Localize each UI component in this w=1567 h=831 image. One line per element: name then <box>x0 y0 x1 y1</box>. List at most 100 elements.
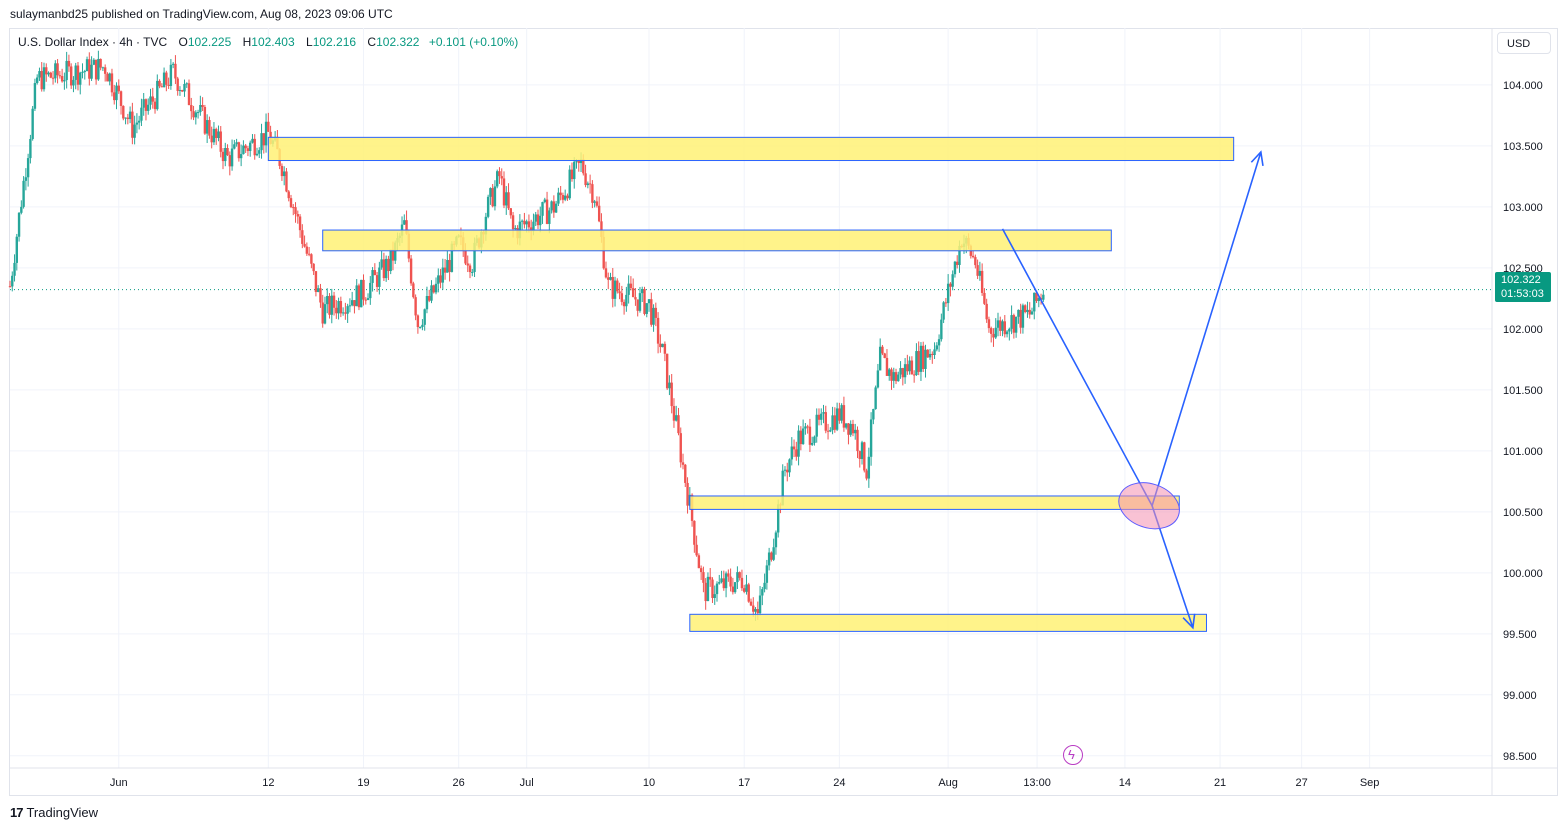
candle-body <box>903 364 907 378</box>
price-axis: 104.000 103.500 103.000 102.500 102.000 101.5… <box>1491 28 1543 796</box>
candle-body <box>865 470 868 479</box>
candle-body <box>883 353 886 358</box>
candle-body <box>242 145 245 155</box>
candle-body <box>142 99 145 108</box>
candle-body <box>568 169 571 199</box>
candle-body <box>124 117 127 119</box>
candle-body <box>792 446 796 450</box>
currency-button[interactable]: USD <box>1497 32 1551 54</box>
candle-body <box>362 279 365 300</box>
candle-body <box>647 299 651 304</box>
candle-body <box>493 186 497 207</box>
candle-body <box>56 63 59 76</box>
candle-body <box>126 117 130 120</box>
candle-body <box>844 423 848 428</box>
candle-body <box>224 147 227 162</box>
y-tick-label: 102.000 <box>1503 324 1543 336</box>
candle-body <box>117 85 120 92</box>
candle-body <box>69 66 73 86</box>
candle-body <box>416 315 420 328</box>
candle-body <box>738 572 741 578</box>
candle-body <box>711 579 714 598</box>
candle-body <box>586 183 590 186</box>
x-tick-label: Aug <box>938 777 958 789</box>
candle-body <box>42 67 46 90</box>
candle-body <box>425 296 429 310</box>
candle-body <box>767 552 771 566</box>
arrow-head-down <box>1182 613 1196 630</box>
candle-body <box>863 442 866 471</box>
candle-body <box>199 105 202 113</box>
candle-body <box>937 339 941 346</box>
x-tick-label: 21 <box>1214 777 1226 789</box>
candle-body <box>1019 309 1022 328</box>
candle-body <box>486 196 490 217</box>
candle-body <box>264 121 268 146</box>
candle-body <box>776 504 780 533</box>
legend-symbol[interactable]: U.S. Dollar Index · 4h · TVC <box>18 35 168 49</box>
candle-body <box>940 319 943 340</box>
candle-body <box>922 345 925 369</box>
candle-body <box>11 275 14 287</box>
candle-body <box>101 67 105 69</box>
candle-body <box>899 368 902 375</box>
candle-body <box>176 78 179 91</box>
candle-body <box>135 122 139 125</box>
candle-body <box>765 565 769 583</box>
candle-body <box>260 133 263 151</box>
candle-body <box>133 124 136 138</box>
candle-body <box>509 208 512 216</box>
candle-body <box>838 408 841 421</box>
bar-countdown: 01:53:03 <box>1501 288 1544 300</box>
candle-body <box>88 59 91 79</box>
candle-body <box>418 327 422 329</box>
candle-body <box>511 215 515 230</box>
candle-body <box>471 271 474 273</box>
candle-body <box>67 60 71 67</box>
arrow-head-up <box>1250 150 1264 166</box>
candle-body <box>570 169 574 180</box>
candle-body <box>314 271 318 292</box>
candle-body <box>128 111 132 120</box>
x-tick-label: Jul <box>520 777 534 789</box>
candle-body <box>659 343 662 348</box>
flash-icon[interactable]: ϟ <box>1063 745 1083 765</box>
candle-body <box>656 317 660 344</box>
candle-body <box>484 216 488 235</box>
candle-body <box>387 258 390 272</box>
candle-body <box>326 296 329 305</box>
legend-low-label: L <box>306 35 313 49</box>
candle-body <box>221 151 225 162</box>
legend-open-value: 102.225 <box>187 35 232 49</box>
chart-frame[interactable] <box>9 28 1558 796</box>
candle-body <box>38 71 41 78</box>
candle-body <box>99 58 102 68</box>
candle-body <box>790 446 793 460</box>
symbol-legend: U.S. Dollar Index · 4h · TVC O102.225 H1… <box>18 35 518 49</box>
candle-body <box>341 312 345 314</box>
candle-body <box>591 184 594 203</box>
candle-body <box>783 469 787 471</box>
candle-body <box>833 415 837 430</box>
candle-body <box>820 413 823 420</box>
candle-body <box>1017 309 1020 317</box>
candle-body <box>763 582 766 590</box>
tradingview-brand[interactable]: 17 TradingView <box>10 805 98 820</box>
candle-body <box>990 328 993 334</box>
candle-body <box>423 309 426 325</box>
candle-body <box>702 572 705 583</box>
time-axis: Jun 12 19 26 Jul 10 17 24 Aug 13:00 14 21 27 Sep <box>9 767 1558 789</box>
candle-body <box>643 288 646 314</box>
candle-body <box>158 80 161 87</box>
candle-body <box>840 405 843 421</box>
candle-body <box>355 285 358 307</box>
candle-body <box>391 249 395 261</box>
candle-body <box>215 128 218 139</box>
candle-body <box>983 292 986 304</box>
candle-body <box>364 299 367 301</box>
x-tick-label: 14 <box>1119 777 1131 789</box>
chart-grid <box>10 28 1492 768</box>
candle-body <box>1001 321 1004 331</box>
candle-body <box>946 283 950 304</box>
